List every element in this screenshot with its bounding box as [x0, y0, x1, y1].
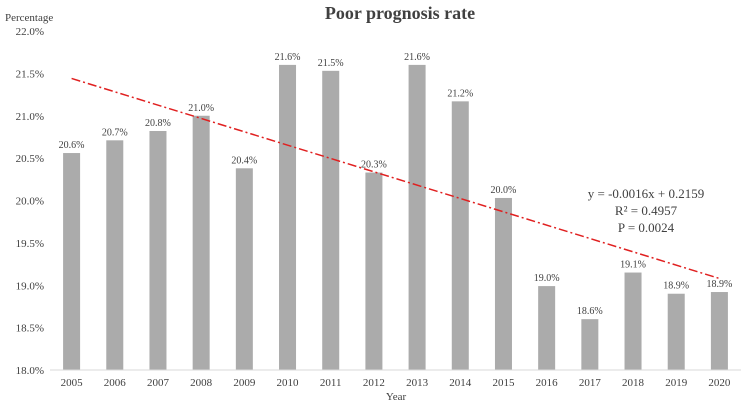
bar	[106, 140, 124, 370]
data-label: 20.3%	[361, 160, 387, 171]
x-tick-label: 2014	[449, 377, 472, 389]
bar	[581, 319, 599, 370]
x-tick-label: 2017	[579, 377, 602, 389]
trendline-group	[71, 77, 720, 280]
x-tick-label: 2018	[622, 377, 645, 389]
y-tick-label: 22.0%	[16, 26, 44, 38]
bar	[365, 172, 383, 370]
data-label: 19.1%	[620, 260, 646, 271]
bar	[63, 153, 81, 370]
x-tick-label: 2019	[665, 377, 688, 389]
data-label: 20.7%	[102, 127, 128, 138]
y-tick-label: 19.0%	[16, 280, 44, 292]
x-axis-title: Year	[386, 391, 407, 403]
x-tick-label: 2011	[320, 377, 342, 389]
bars-group: 20.6% 20.7% 20.8% 21.0% 20.4% 21.6% 21.5% 20.3%…	[59, 52, 732, 371]
bar	[494, 197, 512, 370]
bar	[235, 168, 253, 370]
r-squared: R² = 0.4957	[615, 203, 678, 218]
x-tick-label: 2013	[406, 377, 429, 389]
data-label: 19.0%	[534, 273, 560, 284]
data-label: 20.6%	[59, 140, 85, 151]
data-label: 21.6%	[275, 52, 301, 63]
regression-annotation: y = -0.0016x + 0.2159 R² = 0.4957 P = 0.…	[588, 186, 705, 235]
x-tick-label: 2016	[536, 377, 559, 389]
data-label: 18.9%	[706, 279, 732, 290]
y-tick-label: 18.0%	[16, 365, 44, 377]
data-label: 18.9%	[663, 281, 689, 292]
data-label: 21.0%	[188, 103, 214, 114]
bar	[279, 64, 297, 371]
x-tick-label: 2005	[61, 377, 84, 389]
bar	[667, 293, 685, 370]
x-axis: 2005 2006 2007 2008 2009 2010 2011 2012 2013 2014…	[61, 377, 731, 389]
y-tick-label: 21.0%	[16, 111, 44, 123]
x-tick-label: 2020	[708, 377, 731, 389]
bar	[408, 64, 426, 371]
x-tick-label: 2009	[233, 377, 256, 389]
bar	[710, 292, 728, 370]
y-axis-title: Percentage	[5, 12, 53, 24]
y-axis: 18.0% 18.5% 19.0% 19.5% 20.0% 20.5% 21.0% 21.5%…	[16, 26, 44, 377]
bar	[538, 286, 556, 370]
trendline	[71, 77, 720, 280]
data-label: 21.2%	[447, 88, 473, 99]
x-tick-label: 2006	[104, 377, 127, 389]
x-tick-label: 2008	[190, 377, 213, 389]
x-tick-label: 2007	[147, 377, 170, 389]
y-tick-label: 21.5%	[16, 68, 44, 80]
bar	[192, 115, 210, 370]
data-label: 18.6%	[577, 306, 603, 317]
bar	[322, 70, 340, 371]
y-tick-label: 19.5%	[16, 238, 44, 250]
y-tick-label: 18.5%	[16, 323, 44, 335]
x-tick-label: 2015	[492, 377, 515, 389]
chart-title: Poor prognosis rate	[325, 3, 475, 23]
regression-equation: y = -0.0016x + 0.2159	[588, 186, 705, 201]
data-label: 21.5%	[318, 58, 344, 69]
bar	[451, 101, 469, 370]
data-label: 20.4%	[231, 155, 257, 166]
bar	[149, 131, 167, 370]
y-tick-label: 20.5%	[16, 153, 44, 165]
data-label: 20.0%	[491, 185, 517, 196]
data-label: 21.6%	[404, 52, 430, 63]
data-label: 20.8%	[145, 118, 171, 129]
x-tick-label: 2010	[277, 377, 300, 389]
x-tick-label: 2012	[363, 377, 385, 389]
bar	[624, 272, 642, 370]
y-tick-label: 20.0%	[16, 196, 44, 208]
p-value: P = 0.0024	[618, 220, 675, 235]
